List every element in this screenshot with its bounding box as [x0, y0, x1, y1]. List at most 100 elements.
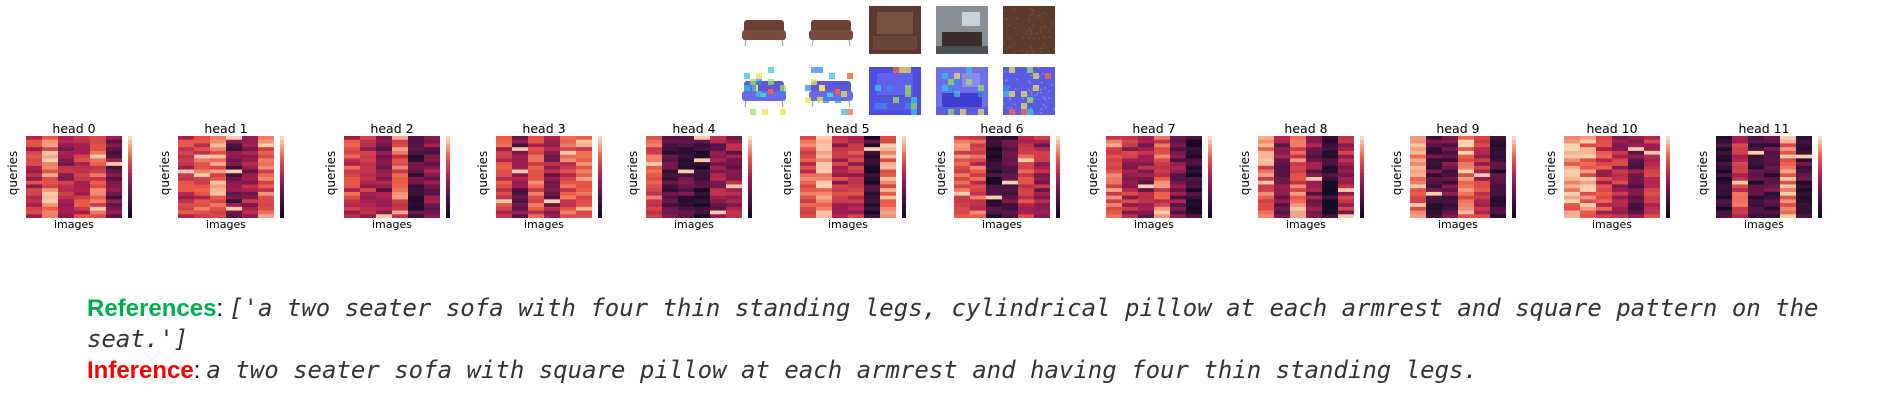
heatmap	[178, 136, 274, 218]
heatmap-cell	[1628, 203, 1645, 208]
heatmap-cell	[816, 150, 833, 155]
heatmap-cell	[106, 206, 122, 211]
heatmap-cell	[1474, 184, 1491, 189]
heatmap-cell	[986, 180, 1003, 185]
heatmap-cell	[1186, 162, 1202, 167]
heatmap-cell	[560, 177, 577, 182]
y-axis-label: queries	[324, 150, 338, 196]
heatmap-cell	[58, 147, 75, 152]
heatmap-cell	[106, 162, 122, 167]
heatmap-cell	[90, 177, 107, 182]
heatmap-cell	[242, 139, 259, 144]
heatmap-cell	[662, 184, 679, 189]
heatmap-cell	[106, 158, 122, 163]
heatmap-cell	[1748, 177, 1765, 182]
heatmap-cell	[258, 154, 274, 159]
heatmap-cell	[226, 188, 243, 193]
heatmap-cell	[528, 162, 545, 167]
heatmap-cell	[1442, 162, 1459, 167]
heatmap-cell	[832, 139, 849, 144]
heatmap-cell	[496, 169, 513, 174]
heatmap-cell	[1290, 147, 1307, 152]
heatmap-cell	[848, 210, 865, 215]
heatmap-cell	[376, 184, 393, 189]
heatmap-cell	[1796, 210, 1812, 215]
heatmap-cell	[376, 188, 393, 193]
heatmap-cell	[1258, 177, 1275, 182]
heatmap-cell	[1628, 191, 1645, 196]
heatmap-cell	[106, 154, 122, 159]
heatmap-cell	[1018, 188, 1035, 193]
heatmap-cell	[1764, 188, 1781, 193]
heatmap-cell	[560, 165, 577, 170]
heatmap-cell	[954, 206, 971, 211]
heatmap-cell	[544, 214, 561, 218]
heatmap-cell	[528, 210, 545, 215]
heatmap-cell	[42, 158, 59, 163]
heatmap-cell	[1458, 199, 1475, 204]
heatmap-cell	[1580, 195, 1597, 200]
attention-heads-row: head 0 queries images head 1 queries images he…	[0, 120, 1903, 240]
heatmap-cell	[1716, 150, 1733, 155]
heatmap-cell	[1612, 203, 1629, 208]
heatmap-cell	[1564, 214, 1581, 218]
heatmap-cell	[678, 184, 695, 189]
heatmap-cell	[178, 188, 195, 193]
heatmap-cell	[106, 143, 122, 148]
heatmap-cell	[726, 169, 742, 174]
heatmap-cell	[1748, 162, 1765, 167]
heatmap-cell	[376, 206, 393, 211]
heatmap-cell	[726, 177, 742, 182]
heatmap-cell	[344, 199, 361, 204]
heatmap-cell	[360, 162, 377, 167]
heatmap-cell	[848, 195, 865, 200]
heatmap-cell	[954, 210, 971, 215]
heatmap-cell	[210, 158, 227, 163]
heatmap-cell	[694, 210, 711, 215]
heatmap-cell	[512, 206, 529, 211]
heatmap-cell	[544, 203, 561, 208]
heatmap-cell	[1138, 139, 1155, 144]
heatmap-cell	[1716, 214, 1733, 218]
heatmap-cell	[1490, 199, 1506, 204]
heatmap-cell	[646, 191, 663, 196]
heatmap-cell	[1612, 158, 1629, 163]
heatmap-cell	[1306, 206, 1323, 211]
heatmap-cell	[1186, 173, 1202, 178]
heatmap-cell	[880, 214, 896, 218]
heatmap-cell	[832, 147, 849, 152]
heatmap-cell	[1716, 191, 1733, 196]
heatmap-cell	[1258, 165, 1275, 170]
heatmap-cell	[678, 139, 695, 144]
heatmap-cell	[1322, 203, 1339, 208]
heatmap-cell	[1258, 136, 1275, 141]
heatmap-cell	[1644, 147, 1660, 152]
heatmap-cell	[880, 184, 896, 189]
heatmap-cell	[1306, 199, 1323, 204]
heatmap-cell	[678, 188, 695, 193]
heatmap-cell	[1322, 173, 1339, 178]
heatmap-cell	[74, 150, 91, 155]
heatmap-cell	[986, 147, 1003, 152]
heatmap-cell	[408, 162, 425, 167]
heatmap-cell	[678, 169, 695, 174]
attention-head-6: head 6 queries images	[928, 120, 1068, 231]
heatmap-cell	[1796, 199, 1812, 204]
heatmap-cell	[344, 158, 361, 163]
heatmap-cell	[1034, 150, 1050, 155]
references-label: References	[87, 295, 217, 322]
heatmap-cell	[1258, 173, 1275, 178]
heatmap-cell	[1628, 147, 1645, 152]
heatmap-cell	[832, 173, 849, 178]
heatmap-cell	[1612, 173, 1629, 178]
heatmap-cell	[710, 139, 727, 144]
heatmap-cell	[986, 203, 1003, 208]
heatmap-cell	[1154, 173, 1171, 178]
heatmap-cell	[800, 203, 817, 208]
heatmap-cell	[694, 154, 711, 159]
heatmap-cell	[1580, 143, 1597, 148]
heatmap-cell	[816, 188, 833, 193]
heatmap-cell	[1780, 210, 1797, 215]
heatmap-cell	[178, 162, 195, 167]
heatmap-cell	[576, 214, 592, 218]
